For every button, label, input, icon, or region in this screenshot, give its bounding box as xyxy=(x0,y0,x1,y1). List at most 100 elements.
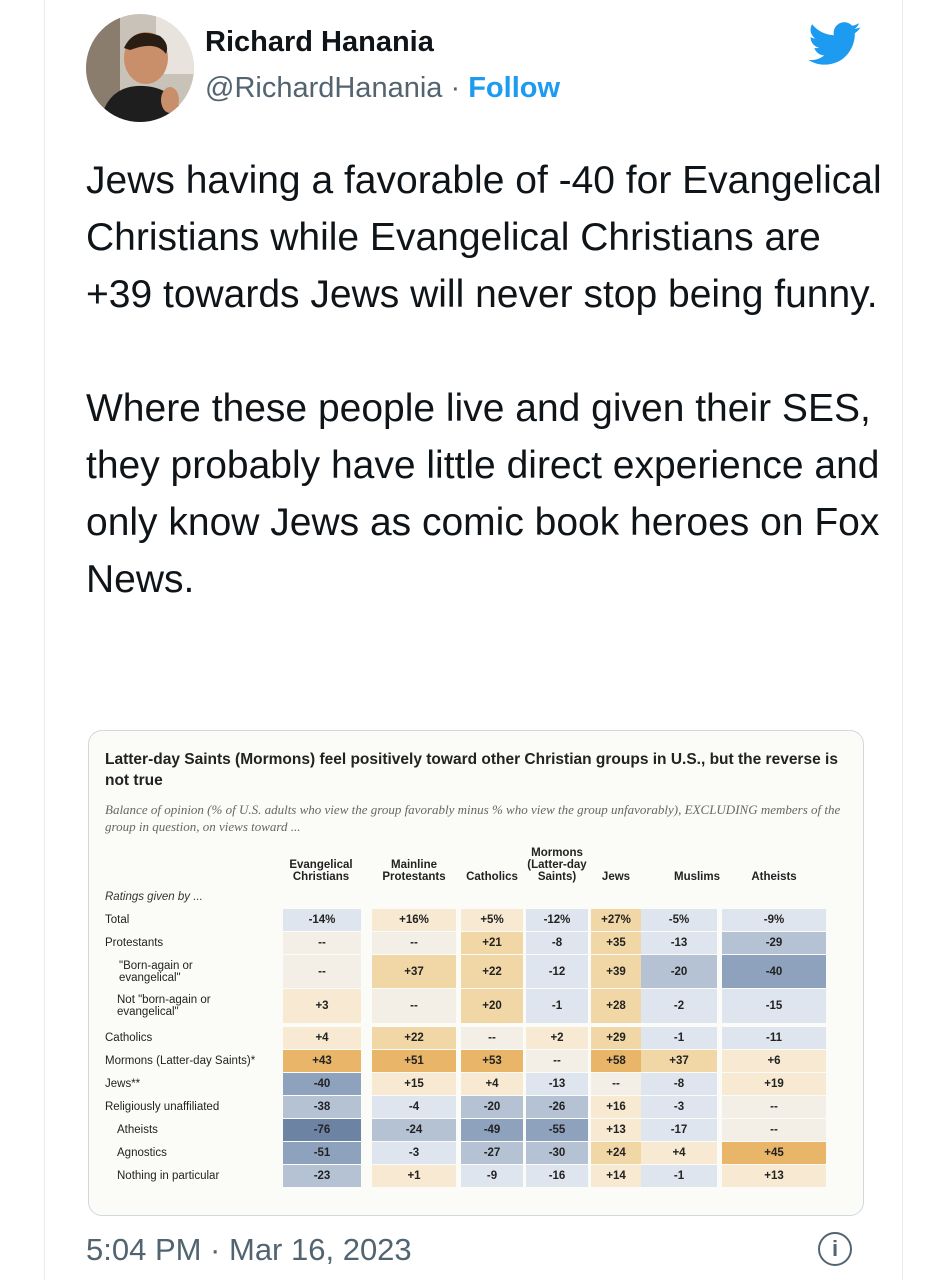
column-header: Jews xyxy=(556,871,676,883)
column-header: Catholics xyxy=(432,871,552,883)
row-label-line: Not "born-again or xyxy=(117,994,211,1006)
twitter-bird-icon[interactable] xyxy=(808,22,862,66)
row-label: Mormons (Latter-day Saints)* xyxy=(105,1055,255,1067)
table-cell: +53 xyxy=(461,1050,523,1072)
row-label-line: evangelical" xyxy=(117,1006,179,1018)
table-cell: -20 xyxy=(641,955,717,988)
table-cell: -23 xyxy=(283,1165,361,1187)
avatar[interactable] xyxy=(86,14,194,122)
separator-dot: · xyxy=(450,72,461,104)
table-cell: -- xyxy=(461,1027,523,1049)
table-cell: +58 xyxy=(591,1050,641,1072)
author-handle-line: @RichardHanania · Follow xyxy=(205,72,560,105)
table-cell: -5% xyxy=(641,909,717,931)
table-cell: -1 xyxy=(641,1165,717,1187)
tweet-timestamp[interactable]: 5:04 PM · Mar 16, 2023 xyxy=(86,1232,412,1267)
author-handle[interactable]: @RichardHanania xyxy=(205,72,443,104)
column-header: Evangelical Christians xyxy=(261,859,381,883)
row-label-line: "Born-again or xyxy=(119,959,193,972)
table-cell: -14% xyxy=(283,909,361,931)
table-cell: -55 xyxy=(526,1119,588,1141)
table-cell: +13 xyxy=(722,1165,826,1187)
table-cell: -- xyxy=(526,1050,588,1072)
table-cell: -20 xyxy=(461,1096,523,1118)
table-cell: +51 xyxy=(372,1050,456,1072)
row-label-line: Atheists xyxy=(117,1124,158,1136)
table-cell: -40 xyxy=(283,1073,361,1095)
table-cell: +45 xyxy=(722,1142,826,1164)
table-cell: +37 xyxy=(641,1050,717,1072)
column-header-line: Protestants xyxy=(382,871,446,883)
table-cell: +13 xyxy=(591,1119,641,1141)
table-cell: -17 xyxy=(641,1119,717,1141)
table-cell: +35 xyxy=(591,932,641,954)
row-label-line: Protestants xyxy=(105,937,164,949)
row-label: Atheists xyxy=(117,1124,158,1136)
column-header-line: Evangelical xyxy=(289,859,353,871)
table-cell: -1 xyxy=(641,1027,717,1049)
table-cell: -- xyxy=(283,955,361,988)
table-cell: +15 xyxy=(372,1073,456,1095)
column-header: Atheists xyxy=(714,871,834,883)
tweet-paragraph-1: Jews having a favorable of -40 for Evang… xyxy=(86,159,882,316)
column-header-line: Catholics xyxy=(466,871,518,883)
tweet-text: Jews having a favorable of -40 for Evang… xyxy=(86,152,886,608)
table-cell: -- xyxy=(591,1073,641,1095)
table-cell: +22 xyxy=(461,955,523,988)
table-cell: +1 xyxy=(372,1165,456,1187)
table-cell: -8 xyxy=(641,1073,717,1095)
table-cell: -15 xyxy=(722,989,826,1023)
table-cell: -38 xyxy=(283,1096,361,1118)
tweet-media-image[interactable]: Latter-day Saints (Mormons) feel positiv… xyxy=(88,730,864,1216)
author-name[interactable]: Richard Hanania xyxy=(205,26,434,58)
column-header: Mormons (Latter-day Saints) xyxy=(497,847,617,883)
table-cell: -1 xyxy=(526,989,588,1023)
column-header-line: Christians xyxy=(292,871,350,883)
column-header: Mainline Protestants xyxy=(354,859,474,883)
table-cell: -29 xyxy=(722,932,826,954)
info-icon[interactable]: i xyxy=(818,1232,852,1266)
row-label-line: Religiously unaffiliated xyxy=(105,1101,220,1113)
table-cell: +22 xyxy=(372,1027,456,1049)
table-cell: -12 xyxy=(526,955,588,988)
row-label-line: Jews** xyxy=(105,1078,141,1090)
table-cell: -- xyxy=(372,932,456,954)
table-cell: -2 xyxy=(641,989,717,1023)
row-label-line: Mormons (Latter-day Saints)* xyxy=(105,1055,256,1067)
row-label: Catholics xyxy=(105,1032,152,1044)
row-label-line: evangelical" xyxy=(119,971,181,984)
card-border-right xyxy=(902,0,903,1280)
row-label: Jews** xyxy=(105,1078,140,1090)
table-cell: -76 xyxy=(283,1119,361,1141)
row-label: Protestants xyxy=(105,937,163,949)
table-cell: +19 xyxy=(722,1073,826,1095)
table-cell: -4 xyxy=(372,1096,456,1118)
table-cell: -16 xyxy=(526,1165,588,1187)
table-cell: -27 xyxy=(461,1142,523,1164)
column-header-line: Muslims xyxy=(673,871,720,883)
table-cell: -8 xyxy=(526,932,588,954)
row-label-line: Total xyxy=(105,914,130,926)
ratings-given-by-label: Ratings given by ... xyxy=(105,891,203,903)
column-header-line: Atheists xyxy=(751,871,797,883)
table-cell: +16 xyxy=(591,1096,641,1118)
follow-button[interactable]: Follow xyxy=(468,72,561,104)
table-cell: -- xyxy=(283,932,361,954)
table-cell: -11 xyxy=(722,1027,826,1049)
column-header-line: Mormons xyxy=(531,847,583,859)
column-header-line: (Latter-day xyxy=(527,859,587,871)
row-label: Religiously unaffiliated xyxy=(105,1101,219,1113)
table-cell: +24 xyxy=(591,1142,641,1164)
table-cell: +29 xyxy=(591,1027,641,1049)
row-label: Nothing in particular xyxy=(117,1170,219,1182)
table-cell: +5% xyxy=(461,909,523,931)
row-label: Agnostics xyxy=(117,1147,167,1159)
row-label-line: Agnostics xyxy=(117,1147,167,1159)
column-header: Muslims xyxy=(637,871,757,883)
table-cell: -51 xyxy=(283,1142,361,1164)
table-cell: +4 xyxy=(461,1073,523,1095)
column-header-line: Jews xyxy=(601,871,631,883)
table-cell: +14 xyxy=(591,1165,641,1187)
table-cell: -24 xyxy=(372,1119,456,1141)
table-cell: -30 xyxy=(526,1142,588,1164)
